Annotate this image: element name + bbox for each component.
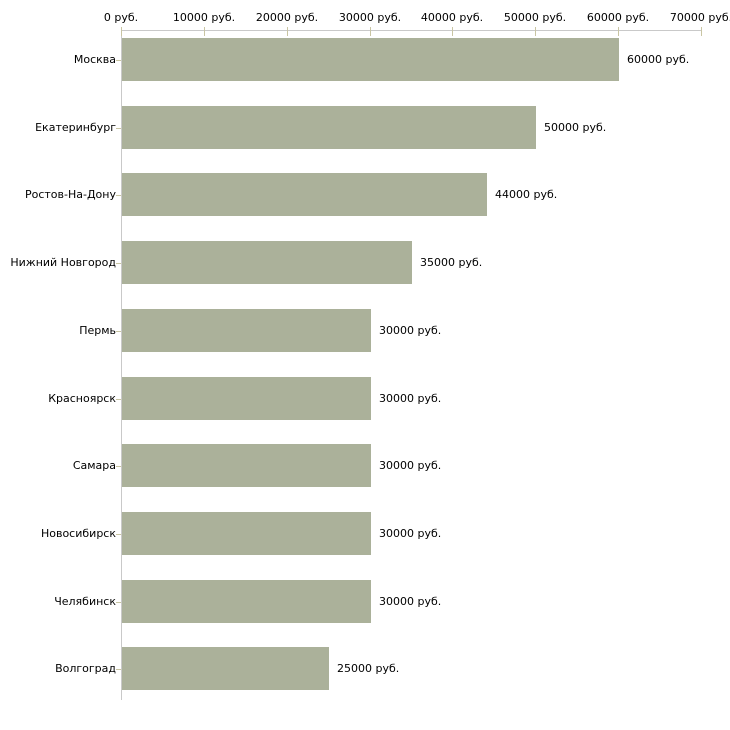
x-axis-line — [121, 30, 702, 31]
y-axis-tick — [116, 399, 121, 400]
bar — [122, 512, 371, 555]
x-axis-tick — [618, 27, 619, 36]
bar-value-label: 25000 руб. — [337, 662, 400, 675]
y-axis-category-label: Красноярск — [48, 392, 116, 405]
x-axis-tick-label: 60000 руб. — [586, 11, 650, 24]
bar — [122, 647, 329, 690]
y-axis-category-label: Ростов-На-Дону — [24, 188, 116, 201]
y-axis-tick — [116, 331, 121, 332]
y-axis-category-label: Москва — [73, 53, 116, 66]
x-axis-tick — [287, 27, 288, 36]
bar — [122, 309, 371, 352]
y-axis-tick — [116, 195, 121, 196]
bar-value-label: 35000 руб. — [420, 256, 483, 269]
bar-value-label: 30000 руб. — [379, 459, 442, 472]
y-axis-line — [121, 30, 122, 700]
bar — [122, 241, 412, 284]
bar — [122, 38, 619, 81]
y-axis-tick — [116, 128, 121, 129]
y-axis-tick — [116, 466, 121, 467]
y-axis-tick — [116, 534, 121, 535]
x-axis-tick-label: 20000 руб. — [255, 11, 319, 24]
bar-value-label: 30000 руб. — [379, 324, 442, 337]
y-axis-category-label: Пермь — [79, 324, 116, 337]
y-axis-category-label: Нижний Новгород — [10, 256, 116, 269]
bar — [122, 173, 487, 216]
bar-value-label: 30000 руб. — [379, 527, 442, 540]
bar — [122, 106, 536, 149]
y-axis-category-label: Екатеринбург — [35, 121, 116, 134]
bar — [122, 444, 371, 487]
x-axis-tick-label: 50000 руб. — [503, 11, 567, 24]
x-axis-tick-label: 0 руб. — [103, 11, 139, 24]
x-axis-tick — [535, 27, 536, 36]
bar-value-label: 44000 руб. — [495, 188, 558, 201]
bar — [122, 377, 371, 420]
y-axis-tick — [116, 60, 121, 61]
x-axis-tick-label: 40000 руб. — [420, 11, 484, 24]
x-axis-tick-label: 10000 руб. — [172, 11, 236, 24]
x-axis-tick — [452, 27, 453, 36]
y-axis-tick — [116, 669, 121, 670]
y-axis-category-label: Самара — [72, 459, 116, 472]
y-axis-tick — [116, 602, 121, 603]
x-axis-tick — [370, 27, 371, 36]
bar-value-label: 60000 руб. — [627, 53, 690, 66]
x-axis-tick — [701, 27, 702, 36]
y-axis-category-label: Челябинск — [54, 595, 116, 608]
bar — [122, 580, 371, 623]
y-axis-category-label: Волгоград — [55, 662, 116, 675]
y-axis-category-label: Новосибирск — [40, 527, 116, 540]
y-axis-tick — [116, 263, 121, 264]
x-axis-tick-label: 30000 руб. — [338, 11, 402, 24]
x-axis-tick-label: 70000 руб. — [669, 11, 730, 24]
bar-value-label: 50000 руб. — [544, 121, 607, 134]
x-axis-tick — [204, 27, 205, 36]
bar-value-label: 30000 руб. — [379, 392, 442, 405]
bar-value-label: 30000 руб. — [379, 595, 442, 608]
x-axis-tick — [121, 27, 122, 36]
